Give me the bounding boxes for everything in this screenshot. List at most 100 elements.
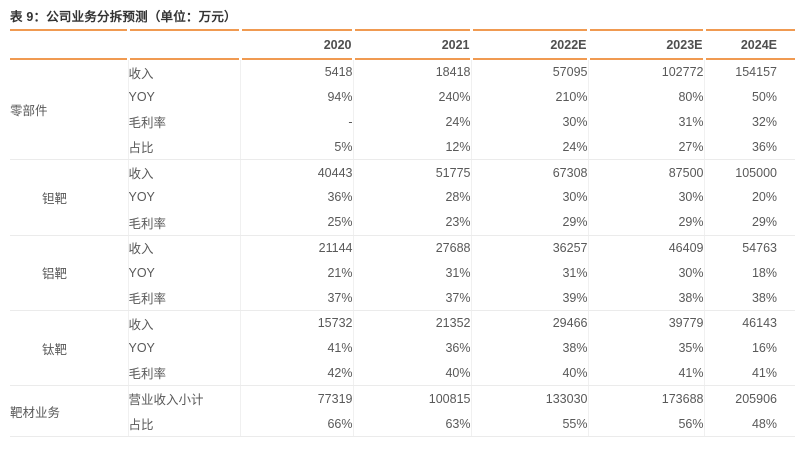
metric-label-cell: YOY	[128, 335, 241, 361]
value-cell: 67308	[471, 159, 589, 185]
value-cell: 77319	[240, 385, 354, 412]
table-row: 毛利率 37% 37% 39% 38% 38%	[10, 285, 795, 311]
table-row: YOY 21% 31% 31% 30% 18%	[10, 260, 795, 286]
value-cell: 32%	[751, 114, 777, 129]
table-row: YOY 94% 240% 210% 80% 50%	[10, 84, 795, 110]
table-row: 毛利率 42% 40% 40% 41% 41%	[10, 360, 795, 387]
value-cell: 38%	[471, 335, 589, 361]
metric-label-cell: 毛利率	[128, 285, 241, 311]
table-row: 毛利率 25% 23% 29% 29% 29%	[10, 209, 795, 236]
metric-column-header-empty	[128, 30, 242, 60]
value-cell: 66%	[240, 411, 354, 437]
value-cell: 31%	[588, 109, 705, 135]
value-cell: 56%	[588, 411, 705, 437]
value-cell: 40%	[353, 360, 472, 387]
metric-label-cell: 收入	[128, 159, 241, 185]
table-row: 靶材业务 营业收入小计 77319 100815 133030 173688 205906	[10, 385, 795, 437]
value-cell: 5418	[240, 59, 354, 85]
year-column-header: 2021	[353, 30, 473, 60]
value-cell: 23%	[353, 209, 472, 236]
metric-label-cell: 占比	[128, 411, 241, 437]
value-cell: 29%	[588, 209, 705, 236]
table-row: 占比 66% 63% 55% 56% 48%	[10, 411, 795, 437]
table-title: 表 9：公司业务分拆预测（单位：万元）	[10, 10, 237, 24]
value-cell: 30%	[588, 260, 705, 286]
value-cell: 36%	[704, 134, 795, 161]
section-name-cell: 靶材业务	[10, 385, 129, 437]
value-cell: 35%	[588, 335, 705, 361]
business-forecast-table: 2020 2021 2022E 2023E 2024E 零部件 收入 5418 18418 57…	[10, 29, 795, 437]
value-cell: 37%	[240, 285, 354, 311]
value-cell: 24%	[353, 109, 472, 135]
value-cell: 29%	[471, 209, 589, 236]
table-row: 钽靶 收入 40443 51775 67308 87500 105000	[10, 159, 795, 236]
value-cell: 87500	[588, 159, 705, 185]
value-cell: 16%	[751, 341, 777, 356]
metric-label-cell: 营业收入小计	[128, 385, 241, 412]
value-cell: 37%	[353, 285, 472, 311]
table-row: 铝靶 收入 21144 27688 36257 46409 54763	[10, 235, 795, 311]
table-row: 毛利率 -24% 30% 31% 32%	[10, 109, 795, 135]
value-cell: 63%	[353, 411, 472, 437]
year-column-header: 2022E	[471, 30, 590, 60]
value-cell: 40%	[471, 360, 589, 387]
value-cell: 48%	[704, 411, 795, 437]
value-cell: 50%	[751, 90, 777, 105]
metric-label-cell: 收入	[128, 235, 241, 261]
value-cell: 5%	[240, 134, 354, 161]
value-cell: 205906	[735, 391, 777, 406]
value-cell: 154157	[735, 65, 777, 80]
value-cell: 102772	[588, 59, 705, 85]
value-cell: 94%	[240, 84, 354, 110]
value-cell: 42%	[240, 360, 354, 387]
metric-label-cell: 占比	[128, 134, 241, 161]
table-row: YOY 41% 36% 38% 35% 16%	[10, 335, 795, 361]
year-column-header: 2020	[240, 30, 355, 60]
value-cell: 28%	[353, 184, 472, 210]
table-row: YOY 36% 28% 30% 30% 20%	[10, 184, 795, 210]
value-cell: 57095	[471, 59, 589, 85]
value-cell: 173688	[588, 385, 705, 412]
year-column-header: 2024E	[704, 30, 795, 60]
value-cell: 54763	[742, 240, 777, 255]
value-cell: 27%	[588, 134, 705, 161]
value-cell: 40443	[240, 159, 354, 185]
value-cell: 20%	[751, 190, 777, 205]
value-cell: 210%	[471, 84, 589, 110]
value-cell: 133030	[471, 385, 589, 412]
value-cell: 51775	[353, 159, 472, 185]
value-cell: 240%	[353, 84, 472, 110]
value-cell: 27688	[353, 235, 472, 261]
group-column-header-empty	[10, 30, 130, 60]
value-cell: 29466	[471, 310, 589, 336]
value-cell: 100815	[353, 385, 472, 412]
metric-label-cell: YOY	[128, 184, 241, 210]
metric-label-cell: 毛利率	[128, 360, 241, 387]
value-cell: 39%	[471, 285, 589, 311]
value-cell: 36%	[353, 335, 472, 361]
metric-label-cell: YOY	[128, 260, 241, 286]
value-cell: 41%	[704, 360, 795, 387]
value-cell: 29%	[704, 209, 795, 236]
value-cell: 36%	[240, 184, 354, 210]
table-row: 零部件 收入 5418 18418 57095 102772 154157	[10, 59, 795, 161]
section-name-cell: 零部件	[10, 59, 129, 161]
value-cell: 31%	[353, 260, 472, 286]
metric-label-cell: 收入	[128, 310, 241, 336]
metric-label-cell: 毛利率	[128, 209, 241, 236]
value-cell: 30%	[471, 109, 589, 135]
header-row: 2020 2021 2022E 2023E 2024E	[10, 30, 795, 60]
value-cell: 18418	[353, 59, 472, 85]
value-cell: 80%	[588, 84, 705, 110]
value-cell: 12%	[353, 134, 472, 161]
value-cell: -	[240, 109, 354, 135]
section-name-cell: 钽靶	[10, 159, 129, 236]
value-cell: 21%	[240, 260, 354, 286]
metric-label-cell: 毛利率	[128, 109, 241, 135]
value-cell: 25%	[240, 209, 354, 236]
value-cell: 105000	[735, 165, 777, 180]
value-cell: 55%	[471, 411, 589, 437]
value-cell: 18%	[751, 265, 777, 280]
value-cell: 41%	[240, 335, 354, 361]
value-cell: 38%	[704, 285, 795, 311]
